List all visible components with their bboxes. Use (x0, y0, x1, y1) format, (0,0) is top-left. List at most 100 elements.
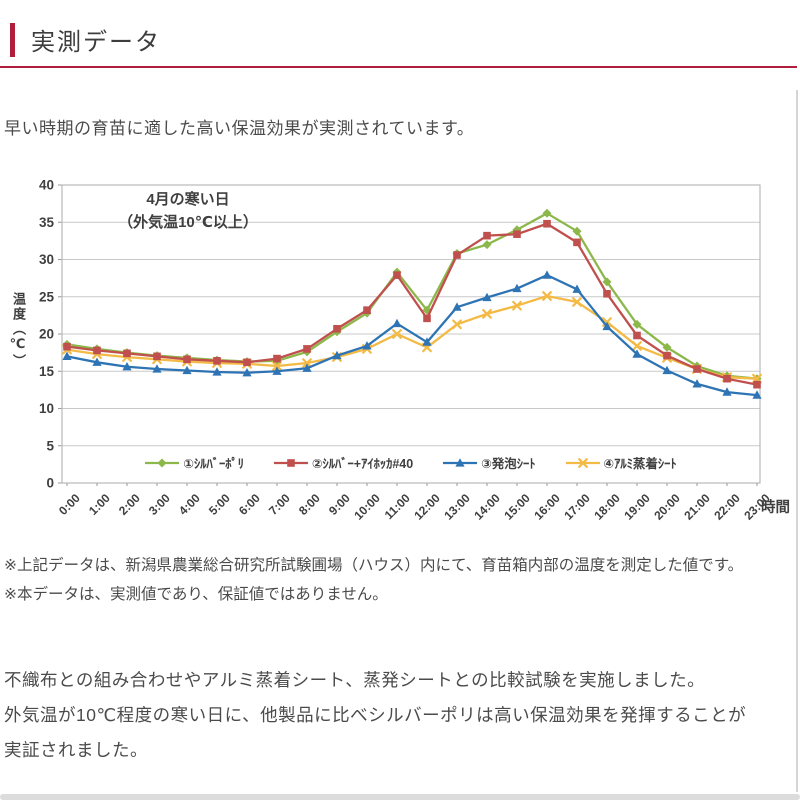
data-point-marker (542, 270, 552, 279)
data-point-marker (542, 208, 552, 218)
section-header: 実測データ (10, 22, 161, 57)
series-line-3 (65, 273, 759, 397)
data-point-marker (452, 302, 462, 311)
data-point-marker (157, 458, 167, 467)
data-point-marker (693, 365, 701, 373)
y-tick-label: 25 (39, 289, 55, 304)
temperature-chart-section: 0 5 10 15 20 25 30 35 40 4月の寒い日 （外気温10℃以上） 温度（℃）… (0, 170, 800, 545)
data-point-marker (662, 342, 672, 352)
legend-marker-x (565, 457, 600, 468)
closing-line-1: 不織布との組み合わせやアルミ蒸着シート、蒸発シートとの比較試験を実施しました。 (4, 670, 706, 690)
data-point-marker (302, 358, 312, 368)
vertical-scrollbar[interactable] (796, 90, 798, 792)
legend-item-4: ④ｱﾙﾐ蒸着ｼｰﾄ (565, 453, 677, 472)
legend-label: ③発泡ｼｰﾄ (481, 457, 536, 471)
y-axis-title: 温度（℃） (11, 292, 26, 369)
note-line-2: ※本データは、実測値であり、保証値ではありません。 (4, 586, 388, 603)
data-point-marker (663, 351, 671, 360)
data-point-marker (577, 457, 588, 468)
y-tick-label: 15 (39, 364, 55, 379)
series-line-1 (65, 212, 759, 380)
data-point-marker (753, 380, 761, 389)
y-tick-label: 0 (46, 476, 54, 491)
page-title: 実測データ (31, 29, 161, 56)
data-point-marker (453, 251, 461, 259)
data-point-marker (272, 361, 282, 371)
data-point-marker (333, 324, 341, 333)
data-point-marker (392, 329, 402, 339)
data-point-marker (212, 367, 222, 376)
data-point-marker (392, 318, 402, 328)
data-point-marker (362, 341, 372, 350)
closing-line-2: 外気温が10℃程度の寒い日に、他製品に比べシルバーポリは高い保温効果を発揮するこ… (4, 705, 747, 725)
data-point-marker (213, 357, 221, 365)
temperature-chart: 0 5 10 15 20 25 30 35 40 (39, 178, 762, 491)
data-point-marker (542, 291, 552, 301)
data-point-marker (483, 231, 491, 240)
data-point-marker (603, 289, 611, 298)
data-point-marker (513, 230, 521, 238)
data-point-marker (543, 219, 551, 228)
data-point-marker (122, 361, 132, 371)
data-point-marker (273, 354, 281, 363)
data-point-marker (752, 390, 762, 399)
data-point-marker (62, 351, 72, 360)
data-point-marker (92, 357, 102, 366)
data-point-marker (183, 355, 191, 364)
closing-paragraph: 不織布との組み合わせやアルミ蒸着シート、蒸発シートとの比較試験を実施しました。 … (4, 663, 746, 768)
plot-border (61, 184, 761, 484)
y-tick-label: 5 (46, 438, 54, 453)
data-point-marker (632, 349, 642, 358)
data-point-marker (332, 350, 342, 360)
series-line-4 (65, 294, 759, 380)
data-point-marker (722, 387, 732, 396)
data-point-marker (303, 345, 311, 353)
data-point-marker (302, 363, 312, 372)
data-point-marker (152, 364, 162, 373)
data-point-marker (633, 331, 641, 340)
data-point-marker (242, 367, 252, 377)
data-point-marker (287, 458, 295, 467)
data-point-marker (572, 226, 582, 236)
data-point-marker (393, 271, 401, 279)
horizontal-scrollbar[interactable] (0, 794, 800, 800)
data-point-marker (482, 308, 492, 319)
data-point-marker (482, 240, 492, 250)
data-point-marker (632, 341, 642, 351)
data-point-marker (662, 365, 672, 375)
data-point-marker (182, 365, 192, 375)
data-point-marker (363, 306, 371, 314)
accent-bar (10, 22, 15, 57)
data-point-marker (573, 238, 581, 247)
data-point-marker (272, 366, 282, 375)
y-tick-label: 35 (39, 215, 55, 230)
data-point-marker (93, 346, 101, 355)
chart-title-line1: 4月の寒い日 (146, 191, 230, 208)
data-point-marker (512, 283, 522, 293)
legend-label: ④ｱﾙﾐ蒸着ｼｰﾄ (603, 457, 677, 471)
closing-line-3: 実証されました。 (4, 740, 148, 760)
y-tick-label: 10 (39, 401, 54, 416)
legend-marker-square (273, 458, 308, 467)
data-point-marker (692, 379, 702, 388)
data-point-marker (153, 352, 161, 361)
data-point-marker (632, 319, 642, 329)
chart-legend: ①ｼﾙﾊﾞｰﾎﾟﾘ ②ｼﾙﾊﾞｰ+ｱｲﾎｯｶ#40 ③発泡ｼｰﾄ ④ｱﾙﾐ蒸着ｼｰﾄ (62, 453, 760, 472)
data-point-marker (63, 342, 71, 351)
chart-title: 4月の寒い日 （外気温10℃以上） (98, 188, 278, 234)
data-point-marker (602, 277, 612, 287)
legend-marker-triangle (443, 457, 478, 467)
notes: ※上記データは、新潟県農業総合研究所試験圃場（ハウス）内にて、育苗箱内部の温度を… (4, 551, 743, 609)
data-point-marker (482, 292, 492, 302)
data-point-marker (455, 457, 465, 467)
data-point-marker (422, 337, 432, 346)
y-tick-label: 30 (39, 252, 54, 267)
data-point-marker (243, 358, 251, 367)
legend-label: ②ｼﾙﾊﾞｰ+ｱｲﾎｯｶ#40 (311, 457, 414, 471)
y-tick-label: 20 (39, 327, 54, 342)
x-axis-title: 時間 (761, 500, 790, 516)
series-line-2 (65, 222, 759, 386)
intro-text: 早い時期の育苗に適した高い保温効果が実測されています。 (4, 119, 475, 138)
data-point-marker (452, 319, 462, 330)
